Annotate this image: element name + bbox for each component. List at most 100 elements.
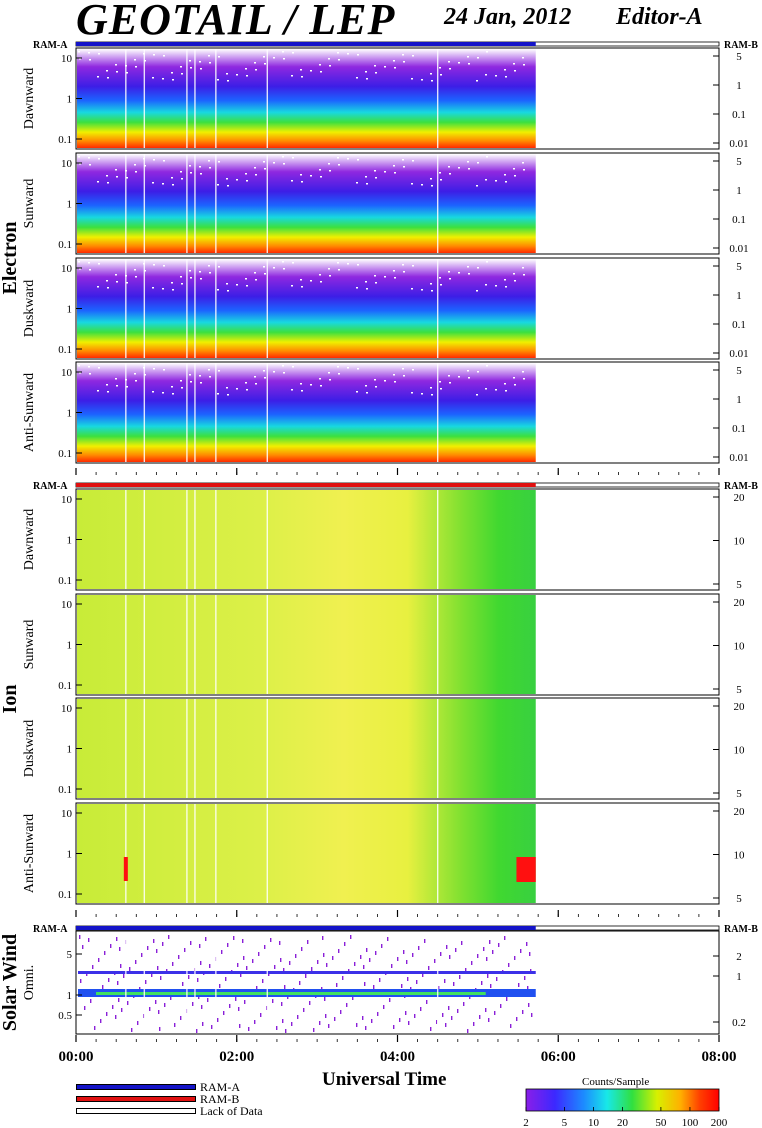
- speckle: [375, 386, 377, 388]
- right-axis-tick-label: 0.01: [729, 243, 748, 255]
- speckle: [439, 277, 441, 279]
- speckle: [92, 965, 94, 969]
- speckle: [495, 75, 497, 77]
- data-gap: [215, 363, 217, 462]
- speckle: [218, 56, 220, 58]
- speckle: [468, 168, 470, 170]
- speckle: [153, 264, 155, 266]
- speckle: [254, 62, 256, 64]
- ram-b-label: RAM-B: [724, 924, 758, 935]
- panel-label: Anti-Sunward: [22, 814, 37, 893]
- speckle: [97, 390, 99, 392]
- speckle: [320, 385, 322, 387]
- speckle: [255, 174, 257, 176]
- speckle: [347, 367, 349, 369]
- speckle: [522, 1010, 524, 1014]
- speckle: [387, 937, 389, 941]
- speckle: [451, 1016, 453, 1020]
- speckle: [516, 1017, 518, 1021]
- left-axis-tick-label: 10: [61, 599, 73, 611]
- speckle: [274, 965, 276, 969]
- speckle: [313, 1028, 315, 1032]
- panel-label: Duskward: [22, 280, 37, 338]
- speckle: [356, 182, 358, 184]
- speckle: [135, 276, 137, 278]
- left-axis-tick-label: 1: [67, 849, 73, 861]
- left-axis-tick-label: 1: [67, 535, 73, 547]
- speckle: [477, 57, 479, 59]
- speckle: [328, 372, 330, 374]
- left-axis-tick-label: 10: [61, 494, 73, 506]
- data-gap: [125, 154, 127, 253]
- speckle: [489, 940, 491, 944]
- speckle: [520, 949, 522, 953]
- speckle: [490, 984, 492, 988]
- left-axis-tick-label: 1: [67, 744, 73, 756]
- speckle: [158, 1010, 160, 1014]
- data-gap: [194, 363, 196, 462]
- speckle: [207, 998, 209, 1002]
- spectrogram-fill: [77, 259, 536, 358]
- speckle: [504, 936, 506, 940]
- speckle: [156, 949, 158, 953]
- right-axis-tick-label: 20: [734, 492, 746, 504]
- speckle: [319, 64, 321, 66]
- data-gap: [436, 595, 439, 694]
- speckle: [292, 366, 294, 368]
- speckle: [126, 177, 128, 179]
- x-axis-tick-label: 04:00: [380, 1049, 415, 1065]
- speckle: [263, 56, 265, 58]
- speckle: [184, 948, 186, 952]
- speckle: [98, 367, 100, 369]
- speckle: [79, 58, 81, 60]
- x-axis-tick-label: 00:00: [59, 1049, 94, 1065]
- speckle: [431, 290, 433, 292]
- speckle: [487, 974, 489, 978]
- speckle: [301, 947, 303, 951]
- group-label-electron: Electron: [0, 222, 21, 295]
- panel-label: Sunward: [22, 179, 37, 229]
- speckle: [227, 290, 229, 292]
- speckle: [208, 265, 210, 267]
- left-axis-tick-label: 0.1: [58, 889, 72, 901]
- speckle: [500, 1004, 502, 1008]
- speckle: [494, 1011, 496, 1015]
- speckle: [82, 945, 84, 949]
- speckle: [300, 69, 302, 71]
- data-gap: [266, 363, 268, 462]
- speckle: [172, 289, 174, 291]
- speckle: [329, 170, 331, 172]
- panel-label: Duskward: [22, 720, 37, 778]
- speckle: [157, 966, 159, 970]
- speckle: [324, 997, 326, 1001]
- speckle: [112, 1005, 114, 1009]
- speckle: [366, 288, 368, 290]
- speckle: [449, 382, 451, 384]
- speckle: [264, 945, 266, 949]
- speckle: [366, 183, 368, 185]
- right-axis-tick-label: 10: [734, 641, 746, 653]
- speckle: [434, 959, 436, 963]
- speckle: [208, 55, 210, 57]
- speckle: [89, 373, 91, 375]
- speckle: [174, 1023, 176, 1027]
- group-label-solar-wind: Solar Wind: [0, 934, 21, 1031]
- left-axis-tick-label: 1: [67, 408, 73, 420]
- speckle: [162, 78, 164, 80]
- speckle: [153, 368, 155, 370]
- speckle: [226, 387, 228, 389]
- data-gap: [215, 154, 217, 253]
- speckle: [310, 384, 312, 386]
- speckle: [416, 980, 418, 984]
- speckle: [365, 176, 367, 178]
- speckle: [310, 280, 312, 282]
- speckle: [523, 378, 525, 380]
- colorbar-tick-label: 200: [711, 1117, 728, 1128]
- speckle: [430, 178, 432, 180]
- speckle: [393, 1025, 395, 1029]
- speckle: [88, 52, 90, 54]
- speckle: [256, 986, 258, 990]
- speckle: [282, 156, 284, 158]
- speckle: [384, 380, 386, 382]
- speckle: [102, 985, 104, 989]
